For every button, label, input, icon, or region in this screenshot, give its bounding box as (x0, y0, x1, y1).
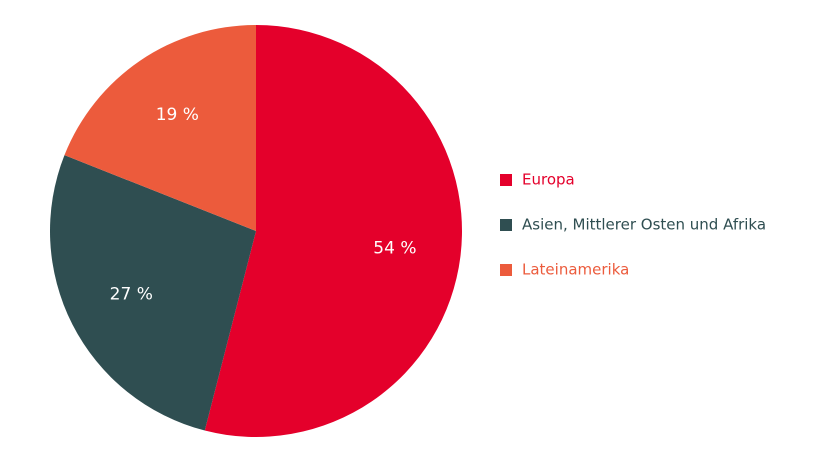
pie-slice (49, 155, 256, 431)
legend-label: Europa (522, 171, 575, 189)
legend-swatch (500, 219, 512, 231)
slice-label: 54 % (373, 239, 416, 259)
legend-swatch (500, 264, 512, 276)
legend-label: Lateinamerika (522, 261, 629, 279)
pie-slice (204, 25, 462, 437)
pie-slice (64, 25, 257, 231)
legend-label: Asien, Mittlerer Osten und Afrika (522, 216, 766, 234)
slice-label: 27 % (110, 285, 153, 305)
slice-label: 19 % (156, 105, 199, 125)
legend-swatch (500, 174, 512, 186)
